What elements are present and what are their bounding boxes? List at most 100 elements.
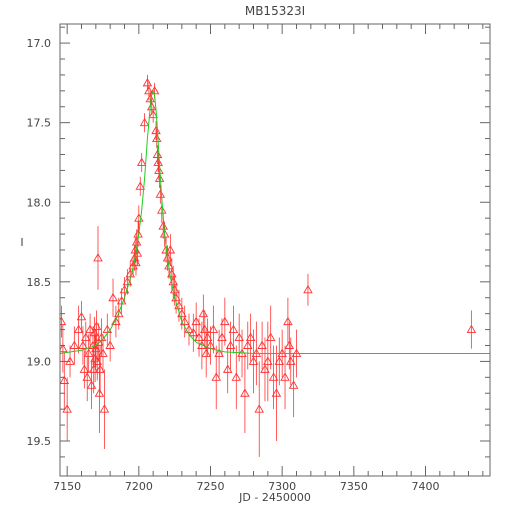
data-point: [211, 372, 222, 381]
data-point: [99, 404, 110, 413]
data-point: [92, 356, 103, 365]
data-point: [139, 117, 150, 127]
data-point: [76, 311, 87, 321]
data-point: [79, 364, 90, 373]
data-point: [208, 324, 219, 334]
data-point: [85, 324, 95, 334]
data-point: [184, 324, 194, 334]
data-point: [88, 364, 99, 373]
data-point: [102, 324, 113, 334]
data-point: [191, 316, 201, 326]
data-point: [303, 284, 313, 294]
model-curve: [60, 89, 490, 354]
data-point: [251, 348, 262, 357]
axes: 7150 7200 7250 7300 7350 7400 17.0 17.5 18.0 18.5…: [27, 23, 491, 493]
y-tick-label: 18.5: [27, 276, 52, 289]
data-point: [91, 343, 101, 353]
x-axis-title: JD - 2450000: [238, 491, 311, 504]
data-point: [73, 324, 84, 334]
data-point: [86, 380, 97, 389]
y-axis-title: I: [20, 236, 23, 249]
y-tick-label: 19.5: [27, 435, 52, 448]
data-point: [153, 157, 163, 166]
data-point: [135, 181, 146, 190]
data-point: [257, 340, 267, 349]
data-point: [98, 348, 108, 357]
data-point: [197, 340, 207, 349]
data-point: [240, 388, 250, 397]
y-tick-label: 18.0: [27, 196, 52, 209]
data-point: [280, 372, 290, 381]
data-point: [91, 321, 102, 330]
data-point: [111, 316, 121, 326]
data-point: [466, 324, 477, 334]
data-point: [231, 372, 242, 381]
data-point: [155, 189, 166, 198]
data-point: [60, 316, 67, 326]
data-point: [285, 356, 296, 365]
data-point: [228, 324, 239, 334]
x-tick-label: 7300: [268, 480, 296, 493]
data-point: [151, 125, 161, 135]
data-point: [69, 340, 80, 349]
data-point: [254, 404, 265, 413]
data-point: [131, 237, 142, 246]
data-point: [78, 340, 88, 349]
data-point: [248, 356, 259, 365]
data-point: [146, 101, 157, 111]
data-point: [260, 364, 270, 373]
data-point: [93, 253, 103, 262]
data-point: [288, 380, 299, 389]
data-point: [277, 348, 287, 357]
data-point: [83, 348, 94, 357]
data-point: [283, 316, 293, 326]
x-tick-label: 7200: [125, 480, 153, 493]
y-tick-label: 17.5: [27, 117, 52, 130]
data-point: [220, 316, 230, 326]
data-point: [265, 332, 276, 341]
data-point: [188, 327, 199, 337]
data-point: [234, 332, 244, 341]
data-point: [156, 205, 167, 214]
data-point: [152, 149, 163, 158]
data-point: [202, 332, 213, 341]
data-point: [154, 165, 164, 174]
data-point: [60, 375, 70, 384]
data-point: [136, 157, 147, 166]
data-point: [271, 388, 282, 397]
data-point: [291, 348, 302, 357]
data-point: [222, 364, 233, 373]
data-point: [144, 85, 154, 95]
data-point: [158, 221, 168, 230]
x-tick-label: 7250: [197, 480, 225, 493]
data-point: [81, 332, 91, 341]
data-point: [62, 404, 72, 413]
data-point: [113, 308, 124, 318]
data-point: [89, 327, 100, 337]
data-point: [151, 133, 162, 143]
y-tick-label: 17.0: [27, 37, 52, 50]
data-point: [154, 173, 165, 182]
data-point: [179, 316, 190, 326]
data-point: [108, 292, 118, 302]
data-point: [165, 245, 176, 254]
data-point: [263, 356, 273, 365]
data-point: [148, 109, 158, 119]
data-point: [132, 248, 143, 257]
data-point: [245, 332, 256, 341]
data-point: [242, 340, 253, 349]
data-point: [194, 332, 204, 341]
data-point: [268, 372, 279, 381]
data-point: [274, 356, 285, 365]
data-point: [177, 308, 187, 318]
data-point: [225, 340, 236, 349]
data-point: [105, 340, 115, 349]
x-tick-label: 7400: [412, 480, 440, 493]
data-point: [142, 77, 153, 87]
data-point: [95, 364, 105, 373]
data-point: [198, 308, 209, 318]
data-point: [199, 324, 210, 334]
data-point: [145, 93, 156, 103]
data-point: [82, 372, 93, 381]
